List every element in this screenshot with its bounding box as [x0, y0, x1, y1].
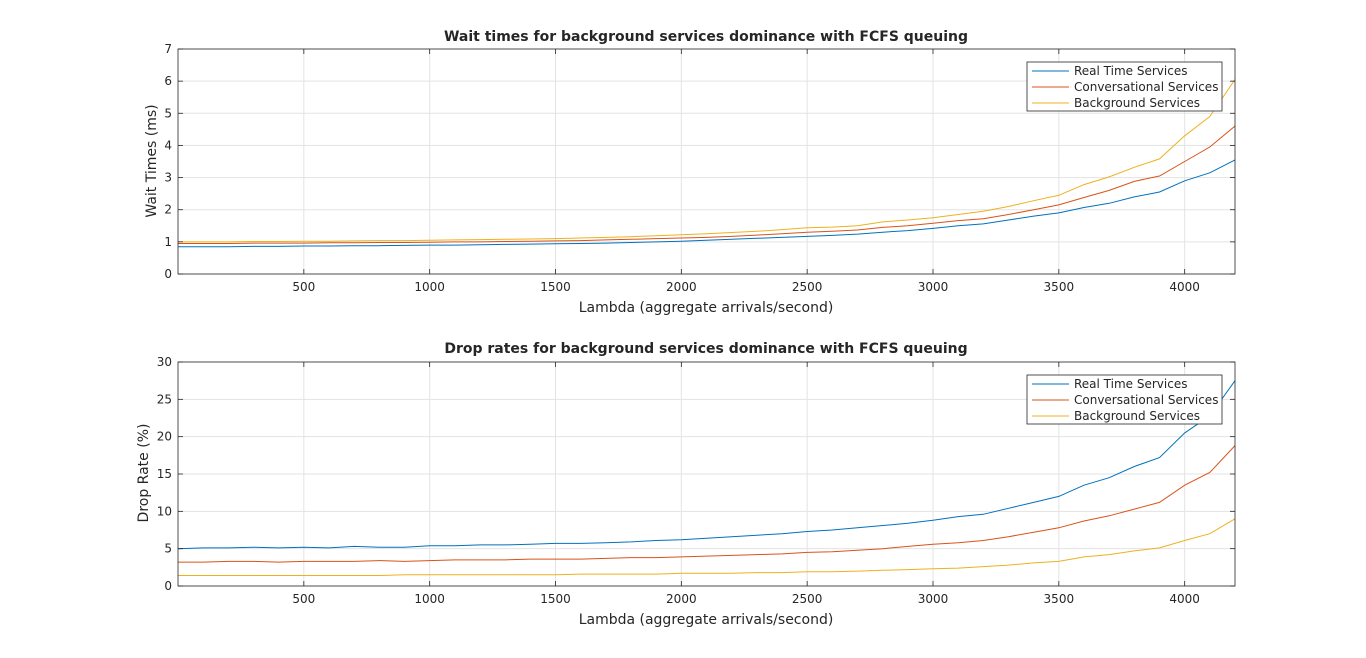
- x-tick-label: 500: [292, 592, 315, 606]
- legend-entry: Real Time Services: [1074, 64, 1187, 78]
- legend-entry: Real Time Services: [1074, 377, 1187, 391]
- series-line: [178, 518, 1236, 576]
- drop-rates-chart: Drop rates for background services domin…: [136, 341, 1236, 628]
- legend-entry: Background Services: [1074, 96, 1200, 110]
- y-tick-label: 7: [164, 42, 172, 56]
- y-tick-label: 0: [164, 579, 172, 593]
- x-tick-label: 4000: [1169, 280, 1200, 294]
- x-tick-label: 3500: [1044, 280, 1075, 294]
- series-line: [177, 380, 1236, 550]
- y-tick-label: 5: [164, 542, 172, 556]
- series-line: [178, 159, 1236, 248]
- y-tick-label: 15: [157, 467, 172, 481]
- y-tick-label: 1: [164, 235, 172, 249]
- x-tick-label: 2500: [792, 280, 823, 294]
- legend: Real Time Services Conversational Service…: [1026, 61, 1223, 112]
- legend-entry: Background Services: [1074, 409, 1200, 423]
- x-tick-label: 3500: [1044, 592, 1075, 606]
- x-tick-label: 1500: [540, 592, 571, 606]
- x-axis-label: Lambda (aggregate arrivals/second): [579, 300, 834, 316]
- x-tick-label: 1500: [540, 280, 571, 294]
- y-tick-label: 4: [164, 138, 172, 152]
- series-line: [178, 125, 1236, 244]
- x-axis-label: Lambda (aggregate arrivals/second): [579, 612, 834, 628]
- chart-title: Wait times for background services domin…: [444, 29, 968, 45]
- x-tick-label: 1000: [414, 592, 445, 606]
- x-tick-label: 2000: [666, 280, 697, 294]
- y-tick-label: 3: [164, 171, 172, 185]
- axes-box: [177, 48, 1236, 275]
- y-axis-label: Wait Times (ms): [144, 104, 160, 217]
- y-tick-label: 5: [164, 106, 172, 120]
- wait-times-chart: Wait times for background services domin…: [144, 29, 1236, 316]
- y-tick-label: 6: [164, 74, 172, 88]
- x-tick-label: 500: [292, 280, 315, 294]
- x-tick-label: 1000: [414, 280, 445, 294]
- y-tick-label: 2: [164, 203, 172, 217]
- x-tick-label: 2500: [792, 592, 823, 606]
- legend-entry: Conversational Services: [1074, 393, 1218, 407]
- y-tick-label: 0: [164, 267, 172, 281]
- x-tick-label: 3000: [918, 592, 949, 606]
- legend: Real Time Services Conversational Service…: [1026, 374, 1223, 425]
- legend-entry: Conversational Services: [1074, 80, 1218, 94]
- series-line: [178, 79, 1236, 243]
- y-axis-label: Drop Rate (%): [136, 424, 152, 523]
- x-tick-label: 4000: [1169, 592, 1200, 606]
- x-tick-label: 2000: [666, 592, 697, 606]
- y-tick-label: 30: [157, 355, 172, 369]
- x-tick-label: 3000: [918, 280, 949, 294]
- y-tick-label: 25: [157, 392, 172, 406]
- y-tick-label: 20: [157, 430, 172, 444]
- series-line: [178, 445, 1236, 563]
- chart-title: Drop rates for background services domin…: [444, 341, 967, 357]
- y-tick-label: 10: [157, 504, 172, 518]
